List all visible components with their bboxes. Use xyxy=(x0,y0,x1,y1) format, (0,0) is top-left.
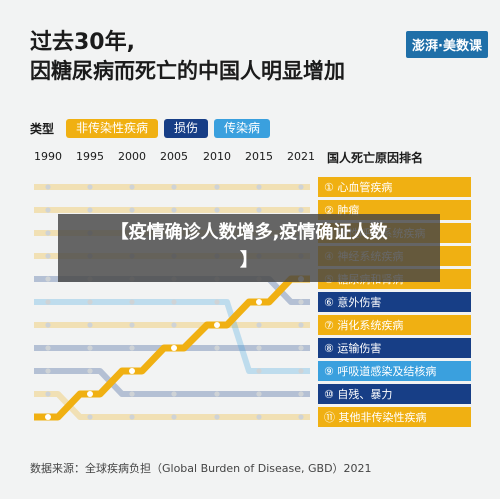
brand-logo: 澎湃·美数课 xyxy=(406,31,488,58)
data-point xyxy=(171,391,177,397)
rank-label: ⑪ 其他非传染性疾病 xyxy=(324,410,427,424)
data-point xyxy=(87,368,93,374)
data-point xyxy=(45,368,51,374)
overlay-line-2: 】 xyxy=(240,250,258,271)
rank-label: ⑧ 运输伤害 xyxy=(324,341,381,355)
data-point xyxy=(45,230,51,236)
data-point xyxy=(45,345,51,351)
series-line xyxy=(34,368,310,397)
source-note: 数据来源：全球疾病负担（Global Burden of Disease, GB… xyxy=(30,462,372,475)
data-point xyxy=(129,414,135,420)
rank-label-box xyxy=(318,315,471,335)
data-point xyxy=(45,276,51,282)
data-point xyxy=(45,207,51,213)
data-point xyxy=(298,207,304,213)
data-point xyxy=(171,414,177,420)
data-point xyxy=(256,322,262,328)
x-tick-label: 2000 xyxy=(118,150,146,163)
headline-overlay: 【疫情确诊人数增多,疫情确证人数 】 xyxy=(58,214,440,282)
data-point xyxy=(256,207,262,213)
x-tick-label: 2015 xyxy=(245,150,273,163)
data-point xyxy=(171,207,177,213)
data-point xyxy=(256,299,262,305)
data-point xyxy=(129,207,135,213)
data-point xyxy=(214,414,220,420)
rank-label-box xyxy=(318,384,471,404)
title-line-2: 因糖尿病而死亡的中国人明显增加 xyxy=(30,59,345,83)
data-point xyxy=(256,184,262,190)
overlay-line-1: 【疫情确诊人数增多,疫情确证人数 xyxy=(110,222,388,243)
rank-label: ⑦ 消化系统疾病 xyxy=(324,318,403,332)
data-point xyxy=(45,391,51,397)
rank-label-box xyxy=(318,177,471,197)
data-point xyxy=(45,414,51,420)
rank-label: ⑩ 自残、暴力 xyxy=(324,387,392,401)
data-point xyxy=(129,322,135,328)
data-point xyxy=(256,391,262,397)
data-point xyxy=(87,391,93,397)
data-point xyxy=(87,414,93,420)
data-point xyxy=(214,345,220,351)
data-point xyxy=(214,184,220,190)
page-title: 过去30年, 因糖尿病而死亡的中国人明显增加 xyxy=(30,30,345,86)
x-tick-label: 2010 xyxy=(203,150,231,163)
data-point xyxy=(298,299,304,305)
data-point xyxy=(45,253,51,259)
rank-label: ⑨ 呼吸道感染及结核病 xyxy=(324,364,436,378)
rank-label: ⑥ 意外伤害 xyxy=(324,295,381,309)
data-point xyxy=(298,414,304,420)
data-point xyxy=(214,391,220,397)
data-point xyxy=(298,345,304,351)
data-point xyxy=(45,184,51,190)
data-point xyxy=(298,368,304,374)
data-point xyxy=(87,322,93,328)
data-point xyxy=(298,184,304,190)
x-tick-label: 2021 xyxy=(287,150,315,163)
data-point xyxy=(171,184,177,190)
x-tick-label: 1990 xyxy=(34,150,62,163)
series-line xyxy=(34,299,310,374)
data-point xyxy=(129,184,135,190)
data-point xyxy=(298,391,304,397)
data-point xyxy=(256,414,262,420)
data-point xyxy=(129,368,135,374)
rank-label: ② 肿瘤 xyxy=(324,203,359,217)
data-point xyxy=(45,299,51,305)
rank-label-box xyxy=(318,338,471,358)
data-point xyxy=(298,322,304,328)
legend-title: 类型 xyxy=(30,121,55,136)
rank-label-box xyxy=(318,407,471,427)
title-line-1: 过去30年, xyxy=(30,30,135,55)
data-point xyxy=(129,391,135,397)
data-point xyxy=(87,207,93,213)
data-point xyxy=(87,184,93,190)
data-point xyxy=(171,345,177,351)
x-tick-label: 2005 xyxy=(160,150,188,163)
x-axis-years: 1990 1995 2000 2005 2010 2015 2021 xyxy=(0,150,500,166)
legend-item-infectious: 传染病 xyxy=(214,118,271,138)
data-point xyxy=(214,299,220,305)
data-point xyxy=(256,368,262,374)
data-point xyxy=(129,299,135,305)
legend: 类型 非传染性疾病 损伤 传染病 xyxy=(30,118,271,138)
rank-label-box xyxy=(318,361,471,381)
rank-column-title: 国人死亡原因排名 xyxy=(327,151,424,165)
data-point xyxy=(256,345,262,351)
data-point xyxy=(171,299,177,305)
rank-label-box xyxy=(318,292,471,312)
data-point xyxy=(214,322,220,328)
data-point xyxy=(87,345,93,351)
data-point xyxy=(129,345,135,351)
x-tick-label: 1995 xyxy=(76,150,104,163)
data-point xyxy=(45,322,51,328)
legend-item-noncommunicable: 非传染性疾病 xyxy=(66,118,159,138)
rank-label: ① 心血管疾病 xyxy=(324,180,392,194)
legend-item-injury: 损伤 xyxy=(164,118,209,138)
data-point xyxy=(214,207,220,213)
data-point xyxy=(87,299,93,305)
data-point xyxy=(171,322,177,328)
